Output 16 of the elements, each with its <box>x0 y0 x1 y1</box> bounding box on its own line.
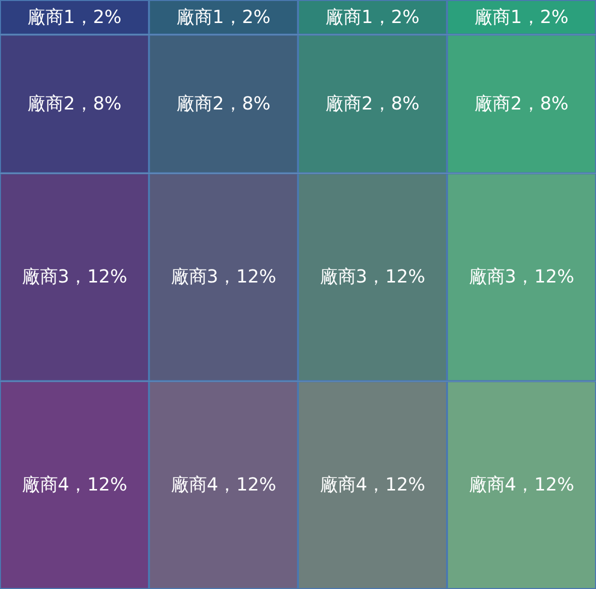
data-label: 廠商4，12% <box>468 474 574 496</box>
data-label: 廠商2，8% <box>27 93 122 114</box>
data-label: 廠商4，12% <box>22 474 128 496</box>
data-label: 廠商3，12% <box>320 266 426 288</box>
data-label: 廠商3，12% <box>468 266 574 288</box>
data-label: 廠商3，12% <box>22 266 128 288</box>
data-label: 廠商4，12% <box>170 474 276 496</box>
data-label: 廠商1，2% <box>325 6 420 28</box>
data-label: 廠商1，2% <box>176 6 271 28</box>
data-label: 廠商2，8% <box>176 93 271 114</box>
data-label: 廠商1，2% <box>27 6 122 28</box>
data-label: 廠商2，8% <box>325 93 420 114</box>
data-label: 廠商3，12% <box>170 266 276 288</box>
data-label: 廠商4，12% <box>320 474 426 496</box>
data-label: 廠商1，2% <box>474 6 569 28</box>
data-label: 廠商2，8% <box>474 93 569 114</box>
